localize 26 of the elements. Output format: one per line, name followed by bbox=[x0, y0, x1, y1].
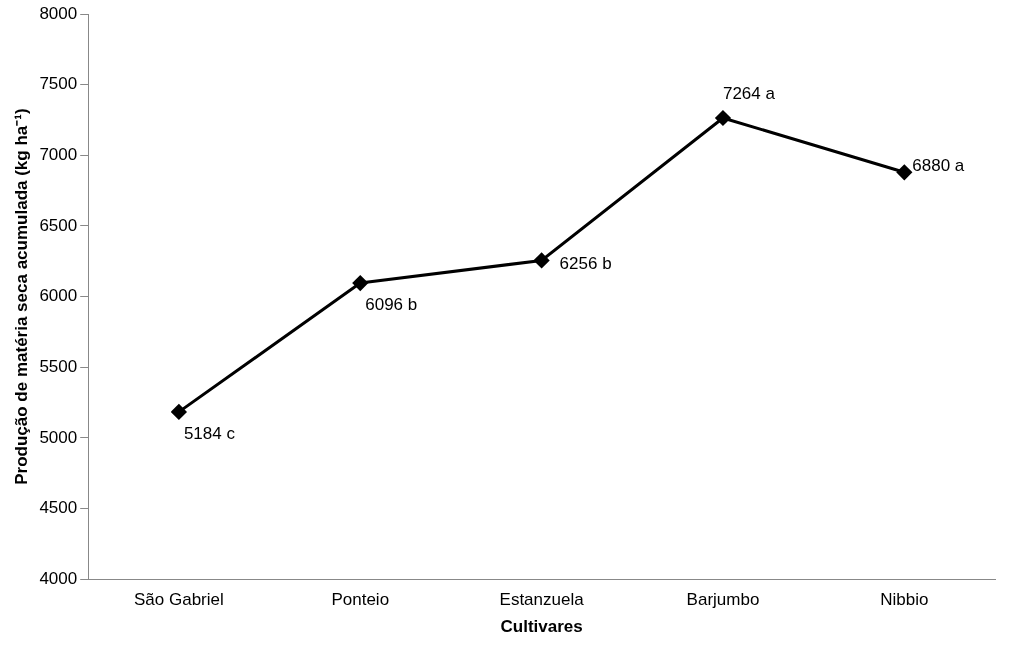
x-tick-label: Nibbio bbox=[880, 590, 929, 610]
data-label: 7264 a bbox=[722, 83, 776, 103]
point bbox=[534, 252, 550, 268]
y-tick-label: 4500 bbox=[39, 498, 78, 518]
x-tick-label: Barjumbo bbox=[686, 590, 760, 610]
y-tick-label: 4000 bbox=[39, 568, 78, 588]
point bbox=[715, 110, 731, 126]
data-label: 6256 b bbox=[559, 254, 612, 274]
data-label: 6096 b bbox=[365, 294, 418, 314]
y-tick-label: 7500 bbox=[39, 74, 78, 94]
data-label: 6880 a bbox=[912, 155, 965, 175]
y-tick-label: 5500 bbox=[39, 356, 78, 376]
x-tick-label: São Gabriel bbox=[134, 590, 224, 610]
y-tick-label: 6500 bbox=[39, 215, 78, 235]
x-tick-label: Ponteio bbox=[331, 590, 390, 610]
x-axis-title: Cultivares bbox=[500, 617, 583, 637]
point bbox=[896, 164, 912, 180]
data-label: 5184 c bbox=[183, 423, 236, 443]
point bbox=[352, 275, 368, 291]
y-tick-label: 8000 bbox=[39, 3, 78, 23]
point bbox=[171, 404, 187, 420]
y-tick-label: 6000 bbox=[39, 286, 78, 306]
x-tick-label: Estanzuela bbox=[499, 590, 585, 610]
y-axis-title: Produção de matéria seca acumulada (kg ha⁻¹) bbox=[11, 108, 31, 485]
y-tick-label: 7000 bbox=[39, 144, 78, 164]
y-tick-label: 5000 bbox=[39, 427, 78, 447]
